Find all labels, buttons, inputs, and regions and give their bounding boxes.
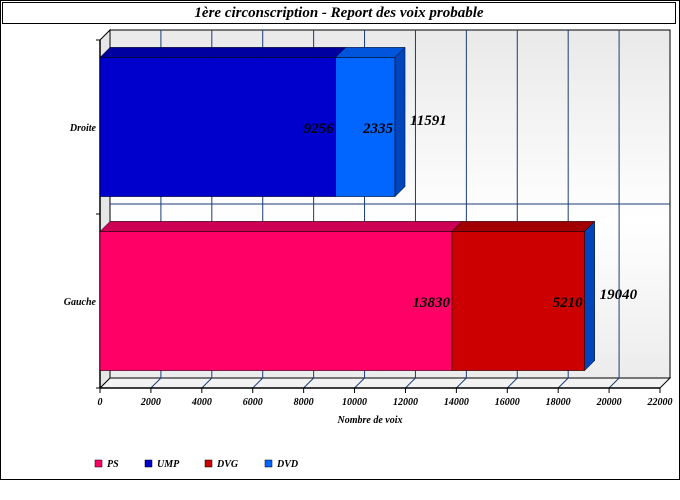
plot-floor	[98, 377, 672, 389]
legend-label-ump: UMP	[157, 459, 180, 470]
data-label: 2335	[362, 121, 394, 137]
gridline-floor	[303, 377, 314, 389]
x-tick-label: 22000	[647, 397, 673, 408]
gridline-floor	[405, 377, 416, 389]
bar-side	[394, 46, 406, 198]
legend-swatch-dvg	[204, 459, 213, 468]
data-label: 13830	[413, 295, 451, 311]
x-tick-label: 12000	[393, 397, 418, 408]
x-tick-label: 16000	[495, 397, 520, 408]
gridline-floor	[201, 377, 213, 389]
data-label: 5210	[553, 295, 584, 311]
bar-segment-dvg	[451, 231, 585, 371]
x-tick-label: 18000	[546, 397, 571, 408]
chart-title: 1ère circonscription - Report des voix p…	[2, 2, 676, 24]
bar-side	[584, 220, 595, 372]
gridline-floor	[456, 377, 467, 389]
legend-swatch-dvd	[264, 459, 273, 468]
category-label: Gauche	[64, 297, 97, 308]
bar-top-ps	[99, 221, 463, 232]
gridline-floor	[608, 377, 620, 389]
legend-swatch-ump	[144, 459, 153, 468]
x-tick-label: 0	[98, 397, 103, 408]
bar-segment-dvd	[335, 57, 396, 197]
x-axis-title: Nombre de voix	[337, 415, 403, 426]
bar-top-dvg	[451, 221, 596, 232]
x-tick-label: 4000	[191, 397, 212, 408]
gridline-floor	[252, 377, 264, 389]
gridline-floor	[150, 377, 162, 389]
total-label: 11591	[410, 113, 447, 129]
bar-segment-ump	[99, 57, 336, 197]
gridline-floor	[506, 377, 518, 389]
x-tick-label: 20000	[596, 397, 622, 408]
x-tick-label: 6000	[243, 397, 263, 408]
legend-label-dvg: DVG	[216, 459, 239, 470]
gridline-floor	[557, 377, 569, 389]
data-label: 9256	[304, 121, 335, 137]
total-label: 19040	[600, 287, 638, 303]
x-tick-label: 10000	[342, 397, 367, 408]
legend-label-ps: PS	[107, 459, 119, 470]
bar-segment-ps	[99, 231, 453, 371]
x-tick-label: 14000	[444, 397, 469, 408]
legend-label-dvd: DVD	[276, 459, 298, 470]
bar-top-dvd	[335, 47, 406, 58]
x-tick-label: 8000	[294, 397, 314, 408]
category-label: Droite	[69, 123, 97, 134]
bar-top-ump	[99, 47, 347, 58]
legend-swatch-ps	[94, 459, 103, 468]
gridline-floor	[354, 377, 365, 389]
x-tick-label: 2000	[140, 397, 161, 408]
